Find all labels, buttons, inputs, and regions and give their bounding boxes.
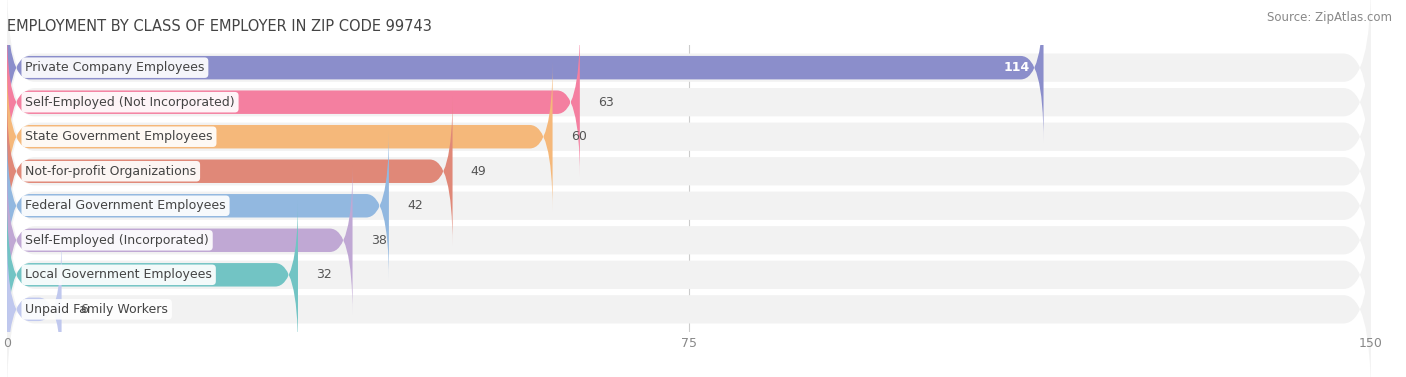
FancyBboxPatch shape [7, 47, 1371, 226]
Text: Unpaid Family Workers: Unpaid Family Workers [25, 303, 169, 316]
Text: Private Company Employees: Private Company Employees [25, 61, 205, 74]
FancyBboxPatch shape [7, 13, 1371, 192]
Text: Not-for-profit Organizations: Not-for-profit Organizations [25, 165, 197, 178]
Text: Federal Government Employees: Federal Government Employees [25, 199, 226, 212]
Text: State Government Employees: State Government Employees [25, 130, 212, 143]
Text: 38: 38 [371, 234, 387, 247]
FancyBboxPatch shape [7, 166, 353, 315]
Text: 6: 6 [80, 303, 87, 316]
Text: Self-Employed (Incorporated): Self-Employed (Incorporated) [25, 234, 209, 247]
FancyBboxPatch shape [7, 0, 1371, 157]
FancyBboxPatch shape [7, 28, 579, 177]
Text: 42: 42 [408, 199, 423, 212]
Text: 60: 60 [571, 130, 586, 143]
FancyBboxPatch shape [7, 185, 1371, 364]
FancyBboxPatch shape [7, 116, 1371, 295]
FancyBboxPatch shape [7, 220, 1371, 377]
FancyBboxPatch shape [7, 62, 553, 211]
Text: 114: 114 [1004, 61, 1029, 74]
FancyBboxPatch shape [7, 200, 298, 349]
FancyBboxPatch shape [7, 131, 389, 280]
FancyBboxPatch shape [7, 82, 1371, 261]
Text: 32: 32 [316, 268, 332, 281]
FancyBboxPatch shape [7, 151, 1371, 330]
Text: Source: ZipAtlas.com: Source: ZipAtlas.com [1267, 11, 1392, 24]
FancyBboxPatch shape [7, 97, 453, 246]
Text: EMPLOYMENT BY CLASS OF EMPLOYER IN ZIP CODE 99743: EMPLOYMENT BY CLASS OF EMPLOYER IN ZIP C… [7, 19, 432, 34]
Text: 63: 63 [598, 96, 614, 109]
Text: Self-Employed (Not Incorporated): Self-Employed (Not Incorporated) [25, 96, 235, 109]
FancyBboxPatch shape [7, 235, 62, 377]
FancyBboxPatch shape [7, 0, 1043, 142]
Text: Local Government Employees: Local Government Employees [25, 268, 212, 281]
Text: 49: 49 [471, 165, 486, 178]
